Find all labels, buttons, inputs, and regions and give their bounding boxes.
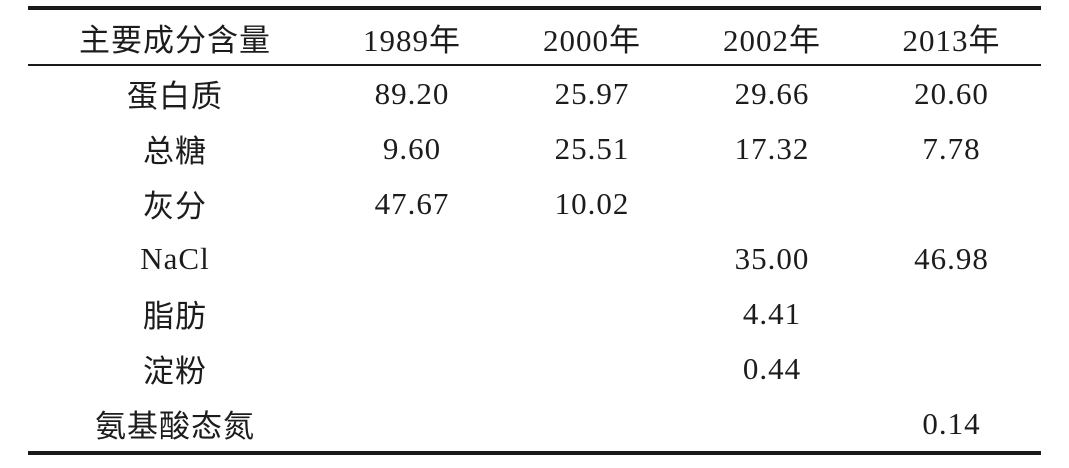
row-label: 蛋白质 [127, 79, 223, 114]
cell-value [322, 231, 502, 286]
table-row-starch: 淀粉 0.44 [28, 341, 1041, 396]
cell-value: 4.41 [742, 295, 802, 331]
cell-value [862, 176, 1041, 231]
column-header-year-2013: 2013年 [862, 8, 1041, 66]
cell-value: 35.00 [734, 240, 810, 276]
cell-value [322, 341, 502, 396]
row-label: 总糖 [143, 134, 207, 169]
cell-value [682, 176, 862, 231]
cell-value [502, 231, 682, 286]
cell-value: 9.60 [382, 130, 442, 166]
cell-value [502, 341, 682, 396]
cell-value [322, 286, 502, 341]
cell-value: 25.97 [554, 75, 630, 111]
column-header-year-2002: 2002年 [682, 8, 862, 66]
column-header-year-2000: 2000年 [502, 8, 682, 66]
table-row-amino-acid-nitrogen: 氨基酸态氮 0.14 [28, 396, 1041, 453]
cell-value: 7.78 [922, 130, 981, 166]
cell-value: 89.20 [374, 75, 450, 111]
row-label: 氨基酸态氮 [95, 409, 255, 444]
cell-value: 0.14 [922, 405, 981, 441]
cell-value [682, 396, 862, 453]
cell-value [502, 286, 682, 341]
cell-value: 10.02 [554, 185, 630, 221]
table-row-total-sugar: 总糖 9.60 25.51 17.32 7.78 [28, 121, 1041, 176]
cell-value: 29.66 [734, 75, 810, 111]
composition-table: 主要成分含量 1989年 2000年 2002年 2013年 蛋白质 89.20… [28, 6, 1041, 455]
row-label: 灰分 [143, 189, 207, 224]
row-label: 脂肪 [143, 299, 207, 334]
cell-value: 46.98 [914, 240, 989, 276]
table-row-fat: 脂肪 4.41 [28, 286, 1041, 341]
table-row-ash: 灰分 47.67 10.02 [28, 176, 1041, 231]
table-row-nacl: NaCl 35.00 46.98 [28, 231, 1041, 286]
table-header-row: 主要成分含量 1989年 2000年 2002年 2013年 [28, 8, 1041, 66]
cell-value [322, 396, 502, 453]
table-row-protein: 蛋白质 89.20 25.97 29.66 20.60 [28, 65, 1041, 121]
cell-value: 0.44 [742, 350, 802, 386]
cell-value [862, 286, 1041, 341]
cell-value [862, 341, 1041, 396]
row-label: 淀粉 [143, 354, 207, 389]
cell-value: 17.32 [734, 130, 810, 166]
cell-value: 47.67 [374, 185, 450, 221]
cell-value [502, 396, 682, 453]
cell-value: 25.51 [554, 130, 630, 166]
column-header-component: 主要成分含量 [28, 8, 322, 66]
cell-value: 20.60 [914, 75, 989, 111]
row-label: NaCl [140, 240, 210, 276]
column-header-year-1989: 1989年 [322, 8, 502, 66]
